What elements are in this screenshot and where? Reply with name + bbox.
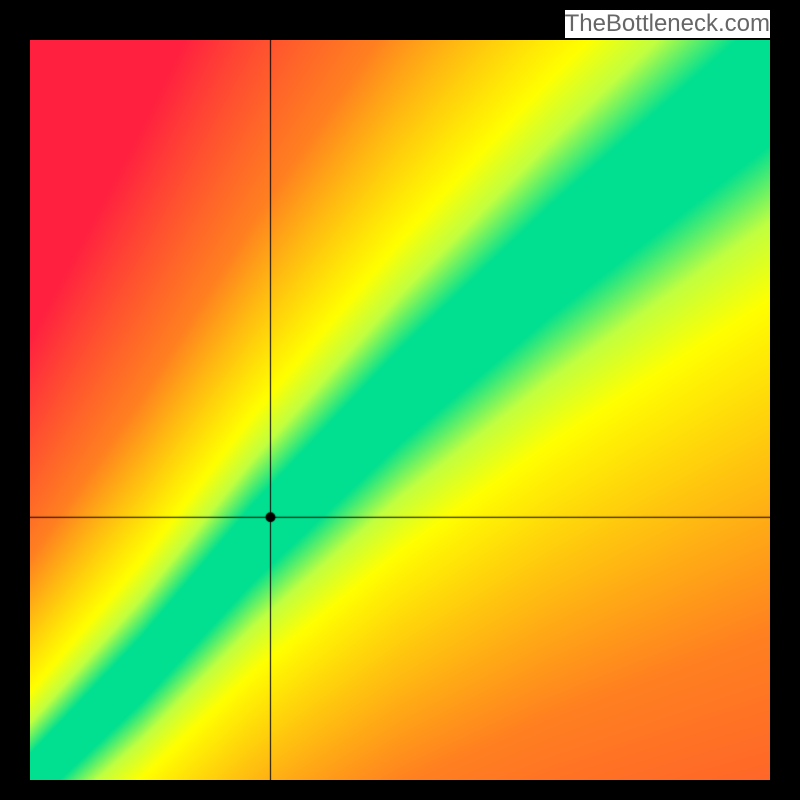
chart-container: TheBottleneck.com	[0, 0, 800, 800]
attribution-text: TheBottleneck.com	[565, 10, 770, 38]
bottleneck-heatmap	[30, 40, 770, 780]
